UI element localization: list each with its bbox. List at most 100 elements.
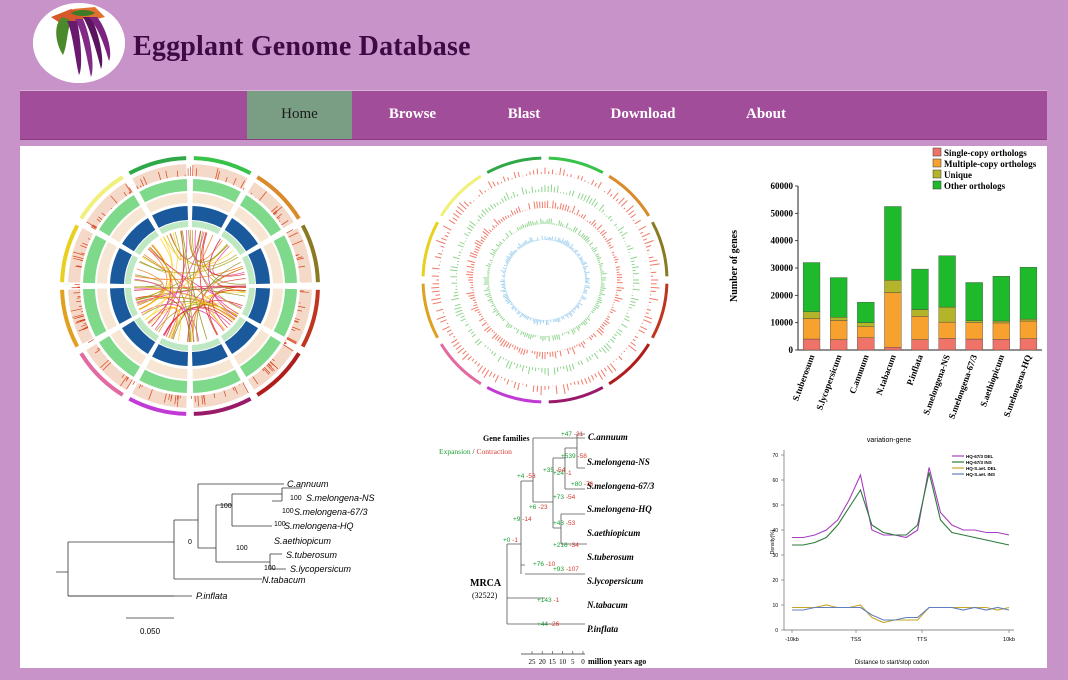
bar-segment xyxy=(992,320,1010,324)
variation-bar xyxy=(572,226,577,232)
variation-bar xyxy=(584,378,588,384)
bar-segment xyxy=(884,347,902,351)
variation-bar xyxy=(520,330,523,336)
variation-bar xyxy=(608,244,612,247)
variation-bar xyxy=(505,360,510,368)
nav-home[interactable]: Home xyxy=(247,91,352,139)
variation-bar xyxy=(594,226,597,229)
timetree-taxon: C.annuum xyxy=(588,432,628,442)
density-bar xyxy=(98,348,100,350)
density-bar xyxy=(271,205,278,213)
synteny-link xyxy=(194,230,239,315)
density-bar xyxy=(197,395,199,407)
variation-bar xyxy=(455,344,462,350)
variation-bar xyxy=(462,353,470,361)
contraction-count: -54 xyxy=(554,467,566,474)
site-title: Eggplant Genome Database xyxy=(133,31,471,62)
variation-bar xyxy=(477,365,484,373)
variation-bar xyxy=(588,198,593,205)
variation-bar xyxy=(493,352,497,357)
variation-bar xyxy=(604,319,610,324)
bar-segment xyxy=(1019,318,1038,322)
nav-about[interactable]: About xyxy=(745,106,786,122)
nav-browse[interactable]: Browse xyxy=(388,106,437,122)
variation-bar xyxy=(475,239,483,245)
variation-bar xyxy=(519,312,524,318)
variation-bar xyxy=(580,360,584,365)
nav-blast[interactable]: Blast xyxy=(507,106,541,122)
variation-bar xyxy=(593,201,598,208)
variation-bar xyxy=(569,210,571,213)
variation-bar xyxy=(529,237,532,243)
variation-bar xyxy=(508,361,513,370)
bar-segment xyxy=(857,322,875,327)
contraction-count: -58 xyxy=(576,453,588,460)
variation-bar xyxy=(471,358,475,362)
variation-bar xyxy=(630,256,638,260)
variation-bar xyxy=(571,247,574,251)
variation-bar xyxy=(603,190,606,193)
variation-bar xyxy=(481,209,487,215)
variation-bar xyxy=(584,236,590,242)
gene-family-changes: +47 -21 +539 -58 +24 -1 +73 -54 +43 -53 +216 … xyxy=(503,431,594,628)
variation-bar xyxy=(431,267,440,270)
variation-bar xyxy=(640,326,648,331)
variation-bar xyxy=(508,253,513,257)
legend-swatch-unique xyxy=(932,169,942,179)
time-axis-tick-label: 25 xyxy=(529,658,537,666)
site-logo[interactable] xyxy=(33,3,125,83)
variation-bar xyxy=(513,251,516,254)
variation-bar xyxy=(592,309,596,312)
variation-bar xyxy=(500,181,503,184)
synteny-link xyxy=(133,286,235,322)
variation-bar xyxy=(473,301,477,304)
bootstrap-label: 100 xyxy=(290,495,302,502)
variation-bar xyxy=(507,323,511,329)
density-track xyxy=(191,206,228,228)
density-bar xyxy=(286,229,294,234)
variation-bar xyxy=(435,239,446,245)
density-track xyxy=(263,288,283,331)
variation-bar xyxy=(536,351,538,359)
variation-bar xyxy=(469,296,476,300)
variation-bar xyxy=(578,300,581,303)
synteny-link xyxy=(180,230,194,342)
density-bar xyxy=(83,326,88,329)
variation-bar xyxy=(532,221,534,226)
variation-bar xyxy=(458,202,467,210)
variation-bar xyxy=(454,291,458,294)
contraction-count: -107 xyxy=(564,566,579,573)
density-bar xyxy=(123,192,127,197)
variation-bar xyxy=(584,271,590,274)
variation-bar xyxy=(581,262,588,266)
density-track xyxy=(241,287,255,317)
variation-bar xyxy=(570,229,573,231)
variation-bar xyxy=(446,322,449,325)
tree-taxon: C.annuum xyxy=(287,479,329,489)
nav-download[interactable]: Download xyxy=(610,106,676,122)
variation-bar xyxy=(502,293,508,296)
contraction-count: -1 xyxy=(552,597,560,604)
density-bar xyxy=(272,210,277,215)
variation-bar xyxy=(599,293,605,296)
variation-bar xyxy=(455,209,462,216)
bar-y-tick-label: 20000 xyxy=(771,290,794,300)
variation-bar xyxy=(559,222,563,227)
chromosome-arc xyxy=(79,352,124,397)
variation-bar xyxy=(592,333,597,338)
variation-bar xyxy=(492,256,495,258)
variation-bar xyxy=(520,312,522,314)
density-bar xyxy=(170,394,173,402)
density-track xyxy=(192,193,235,213)
variation-bar xyxy=(573,381,576,385)
density-bar xyxy=(252,376,259,385)
variation-bar xyxy=(559,167,562,176)
tip-change-label: +93 -107 xyxy=(553,566,579,573)
bar-segment xyxy=(965,322,983,340)
variation-bar xyxy=(483,369,490,378)
variation-bar xyxy=(605,237,613,243)
density-track xyxy=(125,287,139,317)
density-bar xyxy=(91,225,97,229)
variation-bar xyxy=(592,246,598,251)
variation-bar xyxy=(625,347,628,350)
